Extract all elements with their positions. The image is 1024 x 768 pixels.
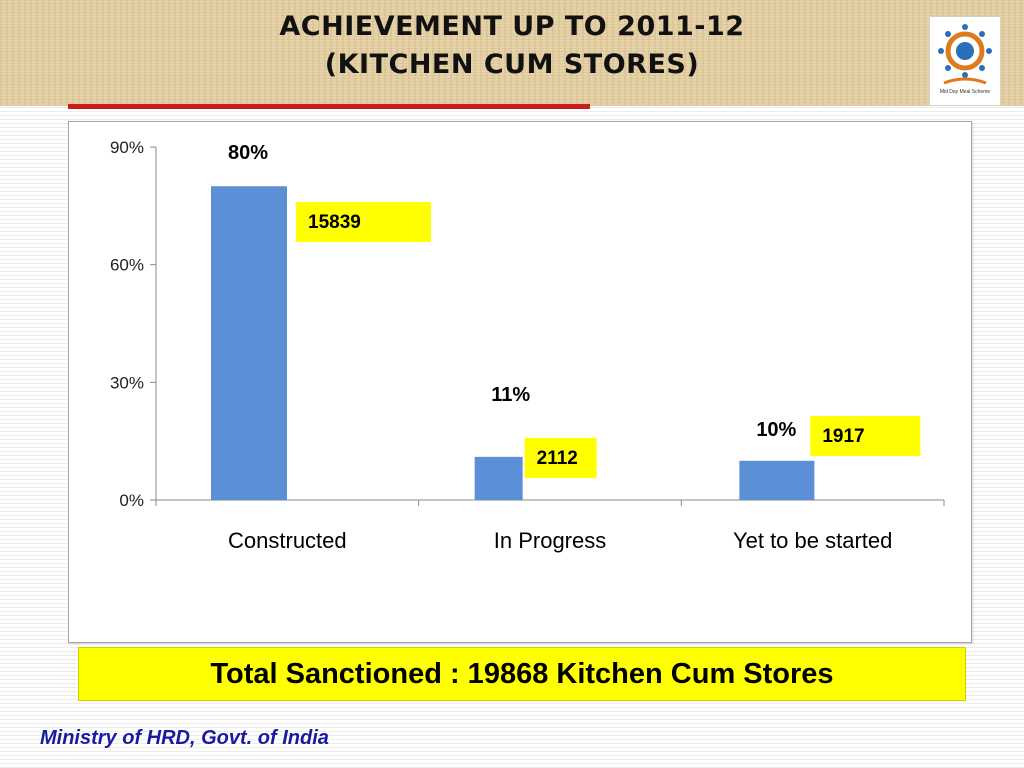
count-label-box [524,438,597,478]
x-tick-label: In Progress [494,528,607,553]
logo-caption: Mid Day Meal Scheme [939,89,991,95]
data-label-percent: 80% [228,142,268,164]
x-tick-label: Yet to be started [733,528,892,553]
chart-frame: 0%30%60%90%Progress (in %)Constructed80%… [68,121,972,643]
title-line-2: (Kitchen Cum Stores) [324,49,700,80]
count-label-box [810,416,921,456]
y-tick-label: 60% [110,256,144,275]
data-label-percent: 11% [491,384,530,406]
bar-chart: 0%30%60%90%Progress (in %)Constructed80%… [110,138,945,553]
y-tick-label: 30% [110,373,144,392]
data-label-count: 1917 [822,426,864,447]
data-label-count: 15839 [308,212,361,233]
footer-ministry: Ministry of HRD, Govt. of India [40,727,329,749]
bar-constructed [211,186,287,500]
y-tick-label: 0% [119,491,144,510]
total-sanctioned-box: Total Sanctioned : 19868 Kitchen Cum Sto… [78,647,966,701]
title-underline [68,104,590,109]
count-label-box [296,202,431,242]
title-line-1: Achievement up to 2011-12 [279,11,745,42]
x-tick-label: Constructed [228,528,347,553]
logo-emblem-icon [938,24,992,85]
slide-title: Achievement up to 2011-12 (Kitchen Cum S… [0,8,1024,84]
mid-day-meal-logo: Mid Day Meal Scheme [929,16,1001,106]
bar-yet-to-be-started [739,460,815,500]
y-tick-label: 90% [110,138,144,157]
bar-in-progress [474,456,523,500]
data-label-count: 2112 [537,448,578,469]
data-label-percent: 10% [756,419,796,441]
slide-header [0,0,1024,106]
total-sanctioned-text: Total Sanctioned : 19868 Kitchen Cum Sto… [210,658,834,690]
